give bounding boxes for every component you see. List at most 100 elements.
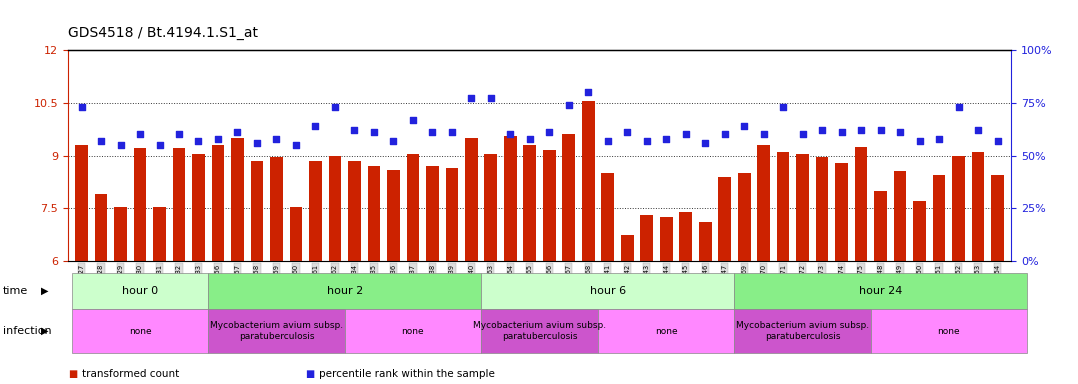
Bar (72, 309, 208, 353)
Point (814, 127, 831, 133)
Bar (290, 207, 302, 261)
Text: ▶: ▶ (41, 286, 49, 296)
Text: Mycobacterium avium subsp.
paratuberculosis: Mycobacterium avium subsp. paratuberculo… (210, 321, 343, 341)
Bar (426, 166, 439, 261)
Text: hour 2: hour 2 (327, 286, 363, 296)
Bar (737, 173, 750, 261)
Point (833, 129, 851, 136)
Bar (114, 207, 127, 261)
Bar (348, 161, 361, 261)
Text: hour 24: hour 24 (859, 286, 902, 296)
Bar (621, 235, 634, 261)
Bar (679, 212, 692, 261)
Bar (582, 101, 595, 261)
Point (989, 138, 1006, 144)
Bar (991, 175, 1004, 261)
Text: infection: infection (3, 326, 52, 336)
Point (385, 138, 402, 144)
Point (288, 142, 305, 148)
Bar (660, 217, 673, 261)
Bar (231, 138, 244, 261)
Point (755, 131, 772, 137)
Point (716, 131, 733, 137)
Bar (72, 273, 208, 309)
Bar (271, 157, 282, 261)
Bar (932, 175, 945, 261)
Point (677, 131, 694, 137)
Point (346, 127, 363, 133)
Point (327, 104, 344, 110)
Point (561, 102, 578, 108)
Point (521, 136, 538, 142)
Point (209, 136, 226, 142)
Text: Mycobacterium avium subsp.
paratuberculosis: Mycobacterium avium subsp. paratuberculo… (473, 321, 606, 341)
Bar (734, 273, 1026, 309)
Bar (250, 161, 263, 261)
Bar (855, 147, 868, 261)
Bar (777, 152, 789, 261)
Bar (329, 156, 342, 261)
Bar (465, 138, 478, 261)
Bar (816, 157, 829, 261)
Bar (134, 149, 147, 261)
Bar (345, 309, 481, 353)
Text: none: none (128, 327, 151, 336)
Point (892, 129, 909, 136)
Point (482, 96, 499, 102)
Text: transformed count: transformed count (82, 369, 179, 379)
Bar (481, 273, 734, 309)
Bar (563, 134, 575, 261)
Bar (524, 145, 536, 261)
Bar (718, 177, 731, 261)
Point (930, 136, 948, 142)
Text: none: none (938, 327, 960, 336)
Point (638, 138, 655, 144)
Point (267, 136, 285, 142)
Point (404, 117, 421, 123)
Bar (971, 152, 984, 261)
Point (619, 129, 636, 136)
Bar (758, 145, 770, 261)
Bar (208, 309, 345, 353)
Bar (734, 309, 871, 353)
Point (541, 129, 558, 136)
Bar (95, 194, 108, 261)
Text: percentile rank within the sample: percentile rank within the sample (319, 369, 495, 379)
Bar (153, 207, 166, 261)
Bar (481, 309, 598, 353)
Bar (445, 168, 458, 261)
Point (911, 138, 928, 144)
Text: none: none (401, 327, 424, 336)
Point (501, 131, 519, 137)
Bar (484, 154, 497, 261)
Point (424, 129, 441, 136)
Bar (211, 145, 224, 261)
Bar (598, 309, 734, 353)
Point (599, 138, 617, 144)
Text: hour 0: hour 0 (122, 286, 158, 296)
Point (872, 127, 889, 133)
Text: ■: ■ (68, 369, 78, 379)
Bar (208, 273, 481, 309)
Text: ■: ■ (305, 369, 315, 379)
Bar (602, 173, 614, 261)
Bar (952, 156, 965, 261)
Point (950, 104, 967, 110)
Point (229, 129, 246, 136)
Text: hour 6: hour 6 (590, 286, 626, 296)
Point (462, 96, 480, 102)
Point (774, 104, 791, 110)
Bar (75, 145, 88, 261)
Point (696, 140, 714, 146)
Bar (640, 215, 653, 261)
Point (735, 123, 752, 129)
Point (170, 131, 188, 137)
Bar (835, 162, 848, 261)
Text: GDS4518 / Bt.4194.1.S1_at: GDS4518 / Bt.4194.1.S1_at (68, 26, 258, 40)
Text: Mycobacterium avium subsp.
paratuberculosis: Mycobacterium avium subsp. paratuberculo… (736, 321, 869, 341)
Text: time: time (3, 286, 28, 296)
Bar (871, 309, 1026, 353)
Point (658, 136, 675, 142)
Bar (797, 154, 808, 261)
Text: none: none (655, 327, 678, 336)
